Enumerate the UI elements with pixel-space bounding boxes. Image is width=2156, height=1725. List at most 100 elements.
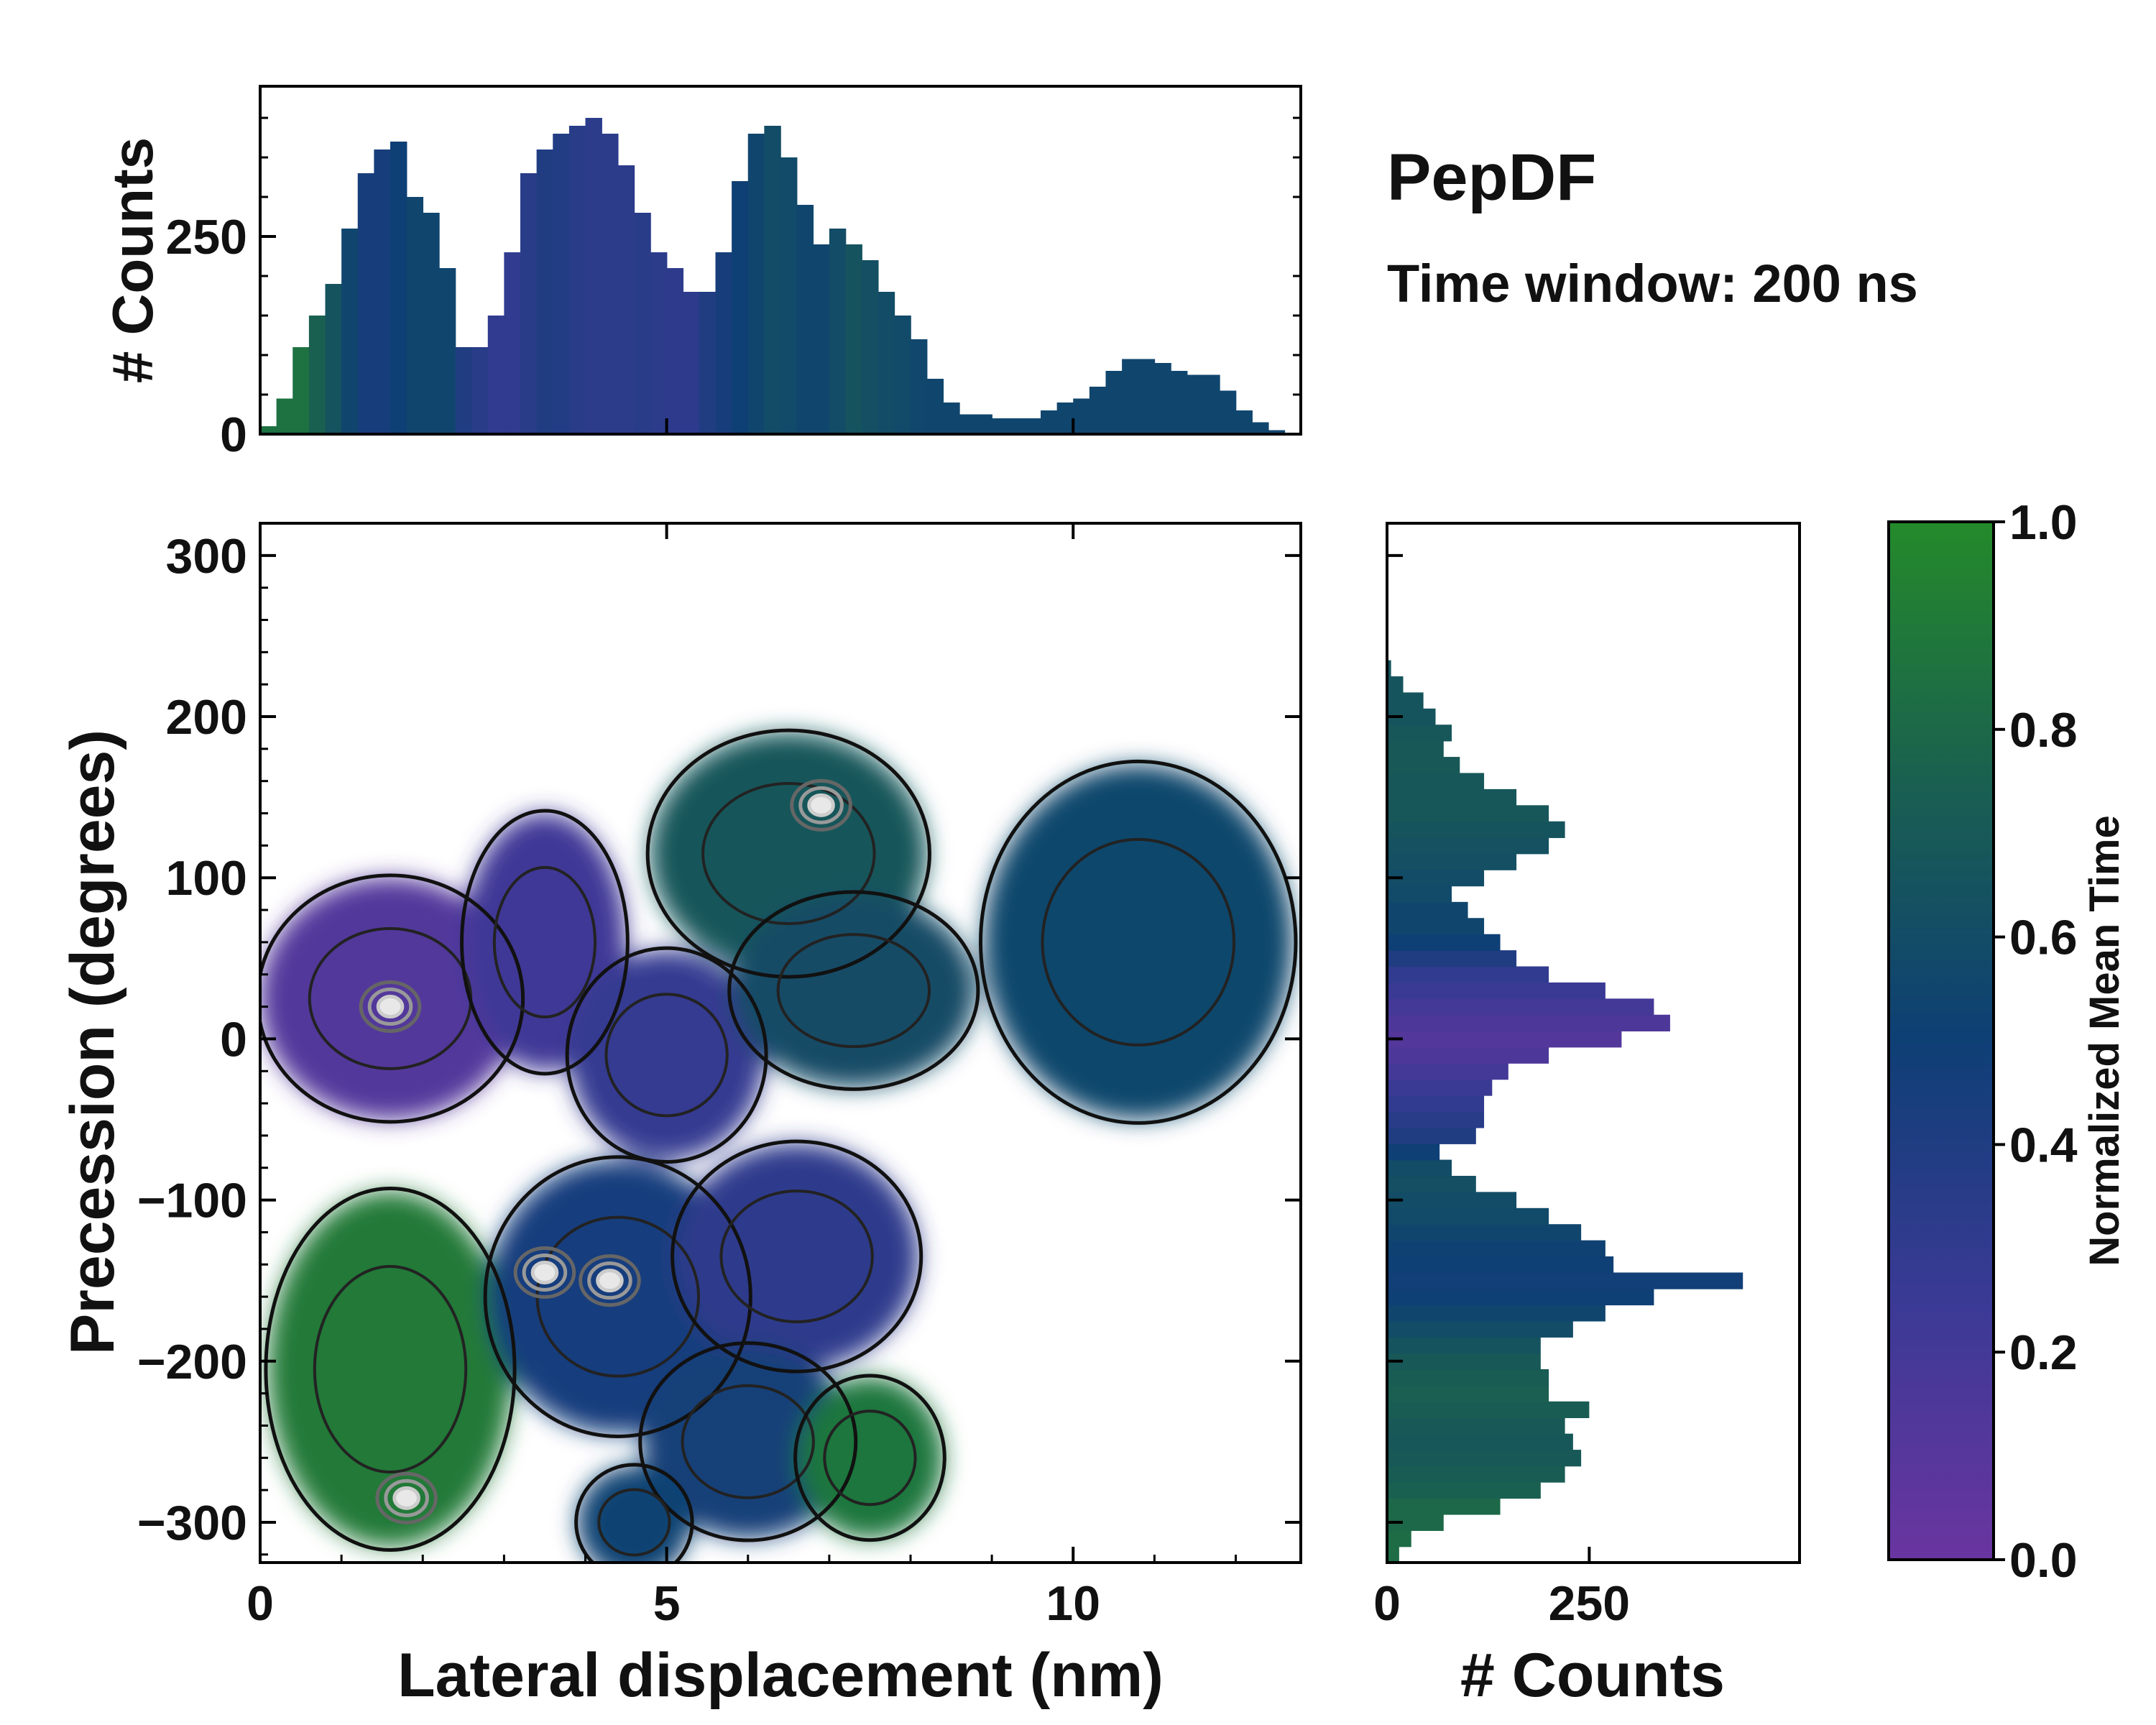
right-histogram-bar	[1387, 708, 1436, 726]
contour-inner	[492, 865, 597, 1018]
top-histogram-bar	[423, 213, 440, 434]
top-histogram-bar	[471, 347, 489, 434]
right-histogram-bar	[1387, 1337, 1541, 1354]
right-histogram-bar	[1387, 1095, 1485, 1113]
heatmap-region	[674, 1144, 919, 1369]
right-histogram-bar	[1387, 1546, 1399, 1563]
contour-outer	[260, 873, 525, 1124]
y-tick-label: −300	[137, 1496, 247, 1550]
top-histogram-bar	[438, 268, 456, 434]
right-x-tick-label: 250	[1549, 1576, 1630, 1631]
top-histogram-bar	[1089, 387, 1107, 434]
colorbar-label: Normalized Mean Time	[2081, 815, 2128, 1266]
contour-outer	[565, 946, 768, 1164]
contour-inner	[313, 1264, 468, 1474]
contour-hotspot	[392, 1486, 420, 1510]
top-histogram-bar	[911, 339, 928, 434]
colorbar-tick-label: 0.2	[2009, 1325, 2078, 1380]
top-histogram-bar	[715, 252, 732, 434]
right-histogram-bar	[1387, 1031, 1622, 1048]
right-x-tick-label: 0	[1373, 1576, 1401, 1631]
right-histogram-bar	[1387, 1530, 1411, 1547]
top-histogram-bar	[732, 181, 749, 434]
contour-inner	[597, 1488, 671, 1557]
contour-outer	[264, 1186, 517, 1552]
contour-outer	[671, 1139, 923, 1374]
top-histogram-bar	[1041, 410, 1058, 434]
top-histogram-bar	[308, 316, 326, 434]
top-histogram-bar	[845, 244, 862, 434]
contour-hotspot	[596, 1269, 624, 1293]
right-histogram-bar	[1387, 1256, 1614, 1274]
top-histogram-bar	[780, 157, 798, 434]
top-histogram-bar	[341, 229, 359, 434]
top-histogram-bar	[829, 229, 847, 434]
contour-outer	[793, 1374, 946, 1542]
top-histogram-bar	[1105, 371, 1123, 434]
top-histogram-bar	[764, 126, 781, 434]
top-histogram-bar	[650, 252, 668, 434]
top-histogram-bar	[455, 347, 472, 434]
right-histogram-bar	[1387, 1224, 1582, 1241]
right-histogram-bar	[1387, 788, 1517, 806]
right-histogram-bar	[1387, 1063, 1508, 1080]
right-histogram-xlabel: # Counts	[1460, 1641, 1725, 1710]
top-histogram-bars	[260, 118, 1286, 434]
x-tick-label: 0	[247, 1576, 274, 1631]
top-histogram-bar	[992, 418, 1009, 434]
right-histogram-bar	[1387, 1417, 1565, 1435]
top-histogram: 0 250 # Counts	[101, 85, 1302, 462]
right-histogram-bar	[1387, 853, 1517, 870]
x-tick-label: 10	[1046, 1576, 1100, 1631]
top-histogram-bar	[487, 316, 505, 434]
y-tick-label: −100	[137, 1174, 247, 1228]
top-histogram-bar	[390, 142, 407, 434]
top-histogram-bar	[1122, 359, 1139, 434]
contour-inner	[1041, 837, 1236, 1046]
top-histogram-bar	[276, 398, 294, 434]
contour-hotspot	[376, 995, 405, 1019]
right-histogram-bar	[1387, 982, 1606, 1000]
contour-inner	[776, 933, 931, 1049]
top-histogram-bar	[1008, 418, 1026, 434]
right-histogram-bar	[1387, 1401, 1590, 1419]
top-histogram-bar	[260, 426, 277, 434]
right-histogram-bar	[1387, 1127, 1476, 1144]
top-histogram-frame	[259, 85, 1302, 436]
top-histogram-bar	[536, 150, 554, 434]
contour-inner	[604, 993, 729, 1118]
top-histogram-bar	[292, 347, 310, 434]
contour-hotspot	[367, 988, 413, 1026]
top-histogram-bar	[1203, 374, 1220, 434]
top-histogram-bar	[1154, 363, 1171, 434]
top-histogram-bar	[747, 134, 765, 434]
top-histogram-bar	[1219, 390, 1237, 434]
right-histogram: 0 250 # Counts	[1373, 522, 1801, 1710]
top-histogram-bar	[602, 134, 619, 434]
top-histogram-bar	[1268, 430, 1286, 434]
right-histogram-bar	[1387, 886, 1452, 903]
heatmap-region	[796, 1377, 944, 1539]
top-histogram-bar	[959, 414, 977, 434]
top-histogram-bar	[374, 150, 391, 434]
top-histogram-bar	[877, 292, 895, 434]
contour-hotspot	[579, 1254, 641, 1307]
contour-lines	[260, 728, 1298, 1563]
top-histogram-ylabel: # Counts	[101, 137, 165, 383]
top-histogram-bar	[975, 414, 992, 434]
colorbar-gradient	[1887, 520, 1995, 1561]
top-histogram-bar	[862, 260, 879, 434]
top-histogram-bar	[1024, 418, 1041, 434]
contour-hotspot	[384, 1478, 429, 1517]
y-tick-label: 100	[166, 851, 247, 906]
right-histogram-bar	[1387, 1368, 1549, 1386]
right-histogram-bar	[1387, 1240, 1606, 1257]
right-histogram-bar	[1387, 1208, 1549, 1225]
top-histogram-bar	[1235, 410, 1253, 434]
figure-subtitle: Time window: 200 ns	[1387, 254, 1918, 313]
heatmap-region	[732, 893, 976, 1087]
top-histogram-bar	[666, 268, 684, 434]
right-histogram-bar	[1387, 757, 1460, 774]
right-histogram-bar	[1387, 805, 1549, 822]
